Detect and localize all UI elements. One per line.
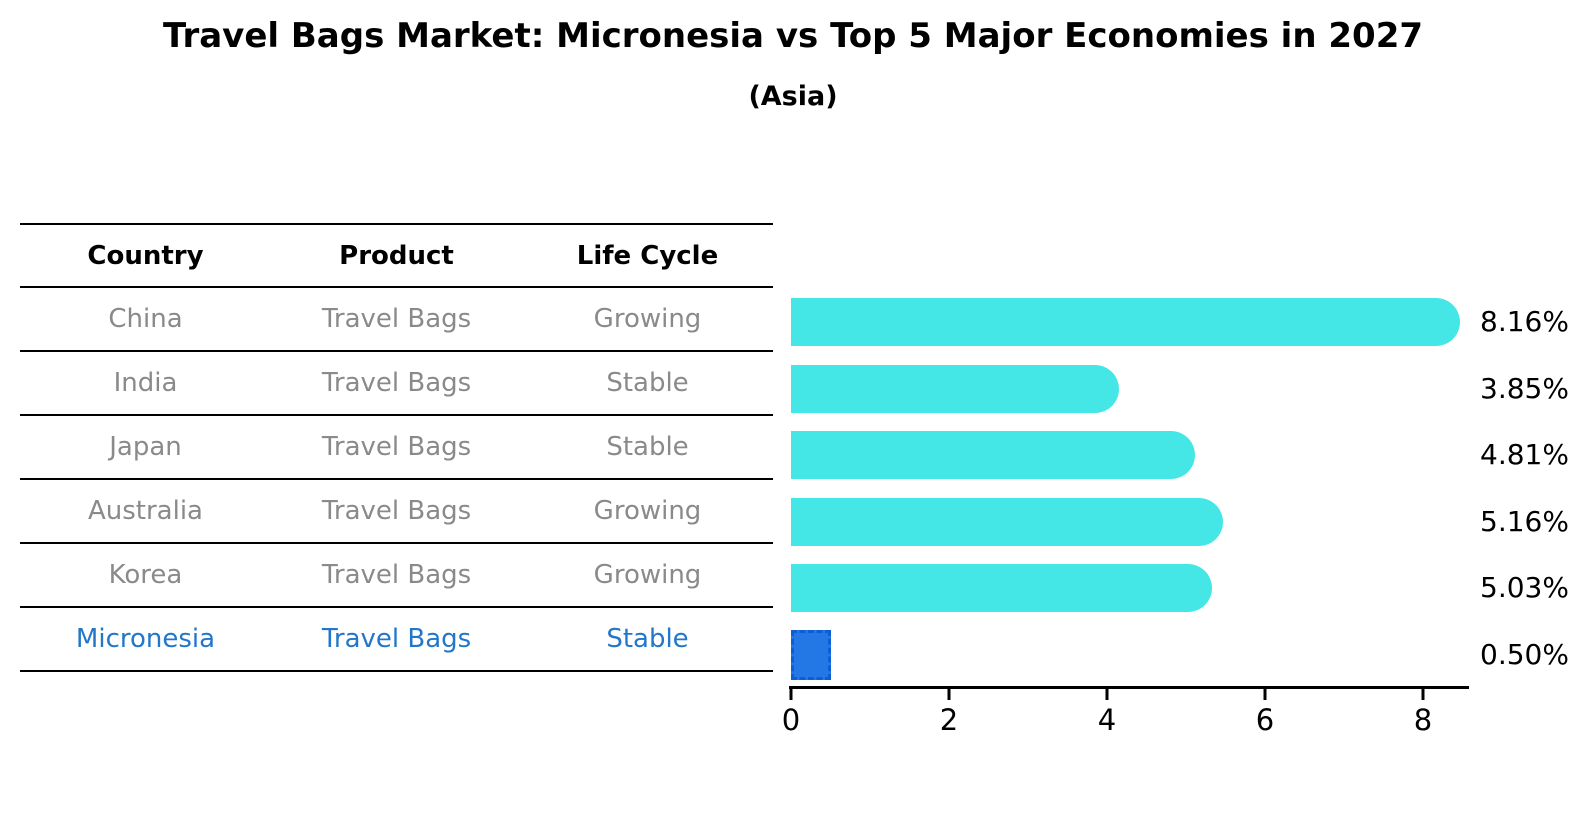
- table-row-australia: Australia Travel Bags Growing: [20, 480, 773, 544]
- cell-product: Travel Bags: [321, 368, 472, 398]
- table-row-korea: Korea Travel Bags Growing: [20, 544, 773, 608]
- chart-subtitle: (Asia): [748, 81, 838, 112]
- x-axis-tick-label: 4: [1097, 703, 1117, 737]
- value-label-korea: 5.03%: [1480, 571, 1569, 604]
- x-axis-tick: [1105, 689, 1109, 700]
- table-row-china: China Travel Bags Growing: [20, 288, 773, 352]
- header-cell-country: Country: [87, 240, 204, 271]
- x-axis-tick-label: 8: [1413, 703, 1433, 737]
- chart-title: Travel Bags Market: Micronesia vs Top 5 …: [162, 16, 1424, 56]
- x-axis-line: [789, 686, 1469, 689]
- cell-life-cycle: Growing: [593, 304, 702, 334]
- cell-country: Korea: [108, 560, 183, 590]
- x-axis-tick: [1421, 689, 1425, 700]
- value-label-australia: 5.16%: [1480, 505, 1569, 538]
- x-axis-tick-label: 2: [939, 703, 959, 737]
- cell-life-cycle: Stable: [606, 368, 689, 398]
- x-axis-tick-label: 6: [1255, 703, 1275, 737]
- cell-country: India: [113, 368, 178, 398]
- cell-life-cycle: Growing: [593, 496, 702, 526]
- value-label-micronesia: 0.50%: [1480, 638, 1569, 671]
- bar-australia: [791, 498, 1223, 546]
- bar-japan: [791, 431, 1195, 479]
- cell-product: Travel Bags: [321, 304, 472, 334]
- table-row-japan: Japan Travel Bags Stable: [20, 416, 773, 480]
- cell-life-cycle: Stable: [606, 432, 689, 462]
- header-cell-life-cycle: Life Cycle: [576, 240, 719, 271]
- x-axis-tick: [1263, 689, 1267, 700]
- table-row-micronesia: Micronesia Travel Bags Stable: [20, 608, 773, 672]
- bar-micronesia: [791, 630, 831, 680]
- bar-korea: [791, 564, 1213, 612]
- table-header-row: Country Product Life Cycle: [20, 225, 773, 288]
- header-cell-product: Product: [339, 240, 454, 271]
- cell-country: China: [108, 304, 183, 334]
- cell-product: Travel Bags: [321, 496, 472, 526]
- x-axis-tick: [789, 689, 793, 700]
- cell-product: Travel Bags: [321, 432, 472, 462]
- table-row-india: India Travel Bags Stable: [20, 352, 773, 416]
- bar-india: [791, 365, 1120, 413]
- bar-china: [791, 298, 1460, 346]
- cell-life-cycle: Growing: [593, 560, 702, 590]
- x-axis-tick: [947, 689, 951, 700]
- cell-product: Travel Bags: [321, 624, 472, 654]
- cell-life-cycle: Stable: [606, 624, 689, 654]
- value-label-india: 3.85%: [1480, 372, 1569, 405]
- value-label-japan: 4.81%: [1480, 438, 1569, 471]
- x-axis-tick-label: 0: [781, 703, 801, 737]
- cell-country: Australia: [87, 496, 203, 526]
- cell-product: Travel Bags: [321, 560, 472, 590]
- comparison-table: Country Product Life Cycle China Travel …: [20, 223, 773, 672]
- value-label-china: 8.16%: [1480, 305, 1569, 338]
- cell-country: Micronesia: [75, 624, 216, 654]
- cell-country: Japan: [109, 432, 182, 462]
